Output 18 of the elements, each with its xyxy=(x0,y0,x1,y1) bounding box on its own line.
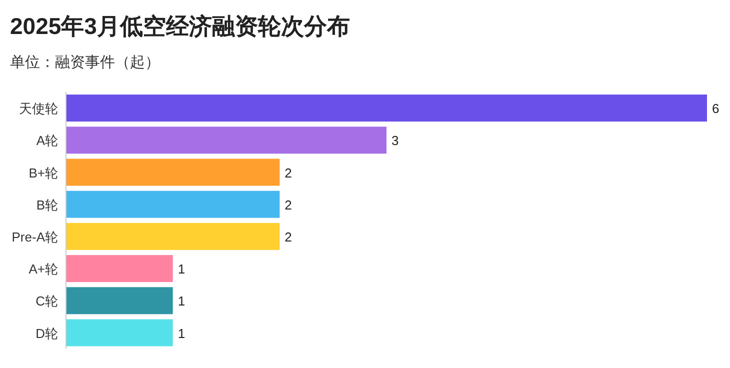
title: 2025年3月低空经济融资轮次分布 xyxy=(10,13,350,39)
data-label: 2 xyxy=(284,197,292,212)
subtitle: 单位：融资事件（起） xyxy=(10,54,160,71)
category-label: B+轮 xyxy=(28,165,58,180)
data-label: 6 xyxy=(712,101,720,116)
data-label: 1 xyxy=(178,294,186,309)
data-label: 3 xyxy=(392,133,399,148)
data-label: 2 xyxy=(284,165,292,180)
category-label: B轮 xyxy=(36,197,58,212)
category-label: Pre-A轮 xyxy=(12,229,58,244)
data-label: 1 xyxy=(178,326,186,341)
category-label: C轮 xyxy=(36,294,58,309)
category-label: D轮 xyxy=(36,326,58,341)
category-label: 天使轮 xyxy=(19,101,58,116)
data-label: 2 xyxy=(284,229,292,244)
category-label: A轮 xyxy=(36,133,58,148)
category-label: A+轮 xyxy=(28,262,58,277)
data-label: 1 xyxy=(178,262,186,277)
